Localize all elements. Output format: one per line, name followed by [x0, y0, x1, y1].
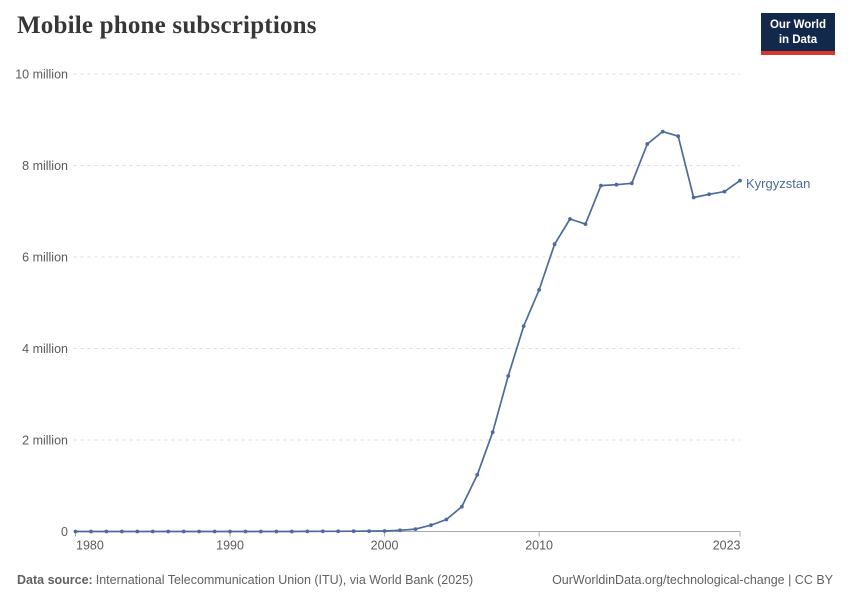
y-tick-label: 4 million — [22, 342, 68, 356]
data-point — [289, 529, 294, 534]
data-point — [599, 183, 603, 188]
data-point — [475, 472, 480, 477]
owid-logo[interactable]: Our World in Data — [760, 13, 835, 56]
data-point — [305, 529, 310, 534]
x-tick-label: 1980 — [76, 539, 104, 553]
data-point — [351, 529, 356, 534]
data-point — [228, 529, 232, 534]
x-tick-label: 2023 — [713, 539, 741, 553]
y-tick-label: 10 million — [15, 68, 68, 82]
data-point — [367, 529, 371, 533]
chart-footer: Data source: International Telecommunicat… — [0, 573, 850, 600]
data-source-text: International Telecommunication Union (I… — [95, 573, 474, 587]
data-point — [676, 134, 681, 139]
footer-citation-link[interactable]: OurWorldinData.org/technological-change … — [552, 573, 833, 587]
data-point — [104, 529, 109, 534]
owid-logo-line1: Our World — [769, 19, 826, 31]
y-tick-label: 2 million — [22, 434, 68, 448]
data-point — [398, 528, 402, 533]
data-point — [259, 529, 263, 534]
data-source-label: Data source: — [17, 573, 93, 587]
data-point — [459, 504, 464, 509]
data-point — [444, 517, 449, 522]
data-point — [537, 288, 541, 292]
y-tick-label: 6 million — [22, 251, 68, 265]
y-tick-label: 8 million — [22, 159, 68, 173]
data-point — [568, 217, 572, 221]
data-point — [707, 192, 711, 197]
data-point — [660, 129, 665, 134]
x-tick-label: 2010 — [525, 539, 553, 553]
page-title: Mobile phone subscriptions — [17, 12, 317, 39]
data-point — [614, 182, 619, 187]
data-point — [181, 529, 186, 534]
data-point — [135, 529, 140, 534]
data-point — [120, 529, 124, 534]
data-point — [645, 142, 650, 146]
data-point — [150, 529, 155, 534]
data-point — [629, 181, 634, 186]
data-point — [552, 242, 557, 247]
data-point — [738, 178, 742, 183]
data-point — [521, 324, 526, 328]
data-point — [583, 222, 588, 227]
data-point — [166, 529, 171, 534]
data-point — [73, 529, 78, 534]
data-point — [212, 529, 217, 534]
data-point — [197, 529, 202, 534]
data-point — [413, 527, 418, 531]
data-point — [336, 529, 341, 534]
data-point — [243, 529, 248, 534]
series-label-kyrgyzstan[interactable]: Kyrgyzstan — [746, 176, 811, 191]
x-tick-label: 1990 — [216, 539, 244, 553]
data-point — [382, 529, 387, 533]
x-tick-label: 2000 — [371, 539, 399, 553]
y-tick-label: 0 — [61, 525, 68, 539]
data-point — [89, 529, 93, 534]
owid-logo-line2: in Data — [778, 33, 818, 46]
data-point — [274, 529, 279, 534]
data-point — [429, 523, 433, 528]
data-point — [506, 374, 511, 378]
data-point — [490, 430, 495, 435]
data-point — [722, 189, 727, 194]
data-source-note: Data source: International Telecommunicat… — [17, 573, 473, 587]
data-point — [691, 195, 696, 200]
data-line — [74, 130, 741, 533]
data-point — [320, 529, 325, 534]
